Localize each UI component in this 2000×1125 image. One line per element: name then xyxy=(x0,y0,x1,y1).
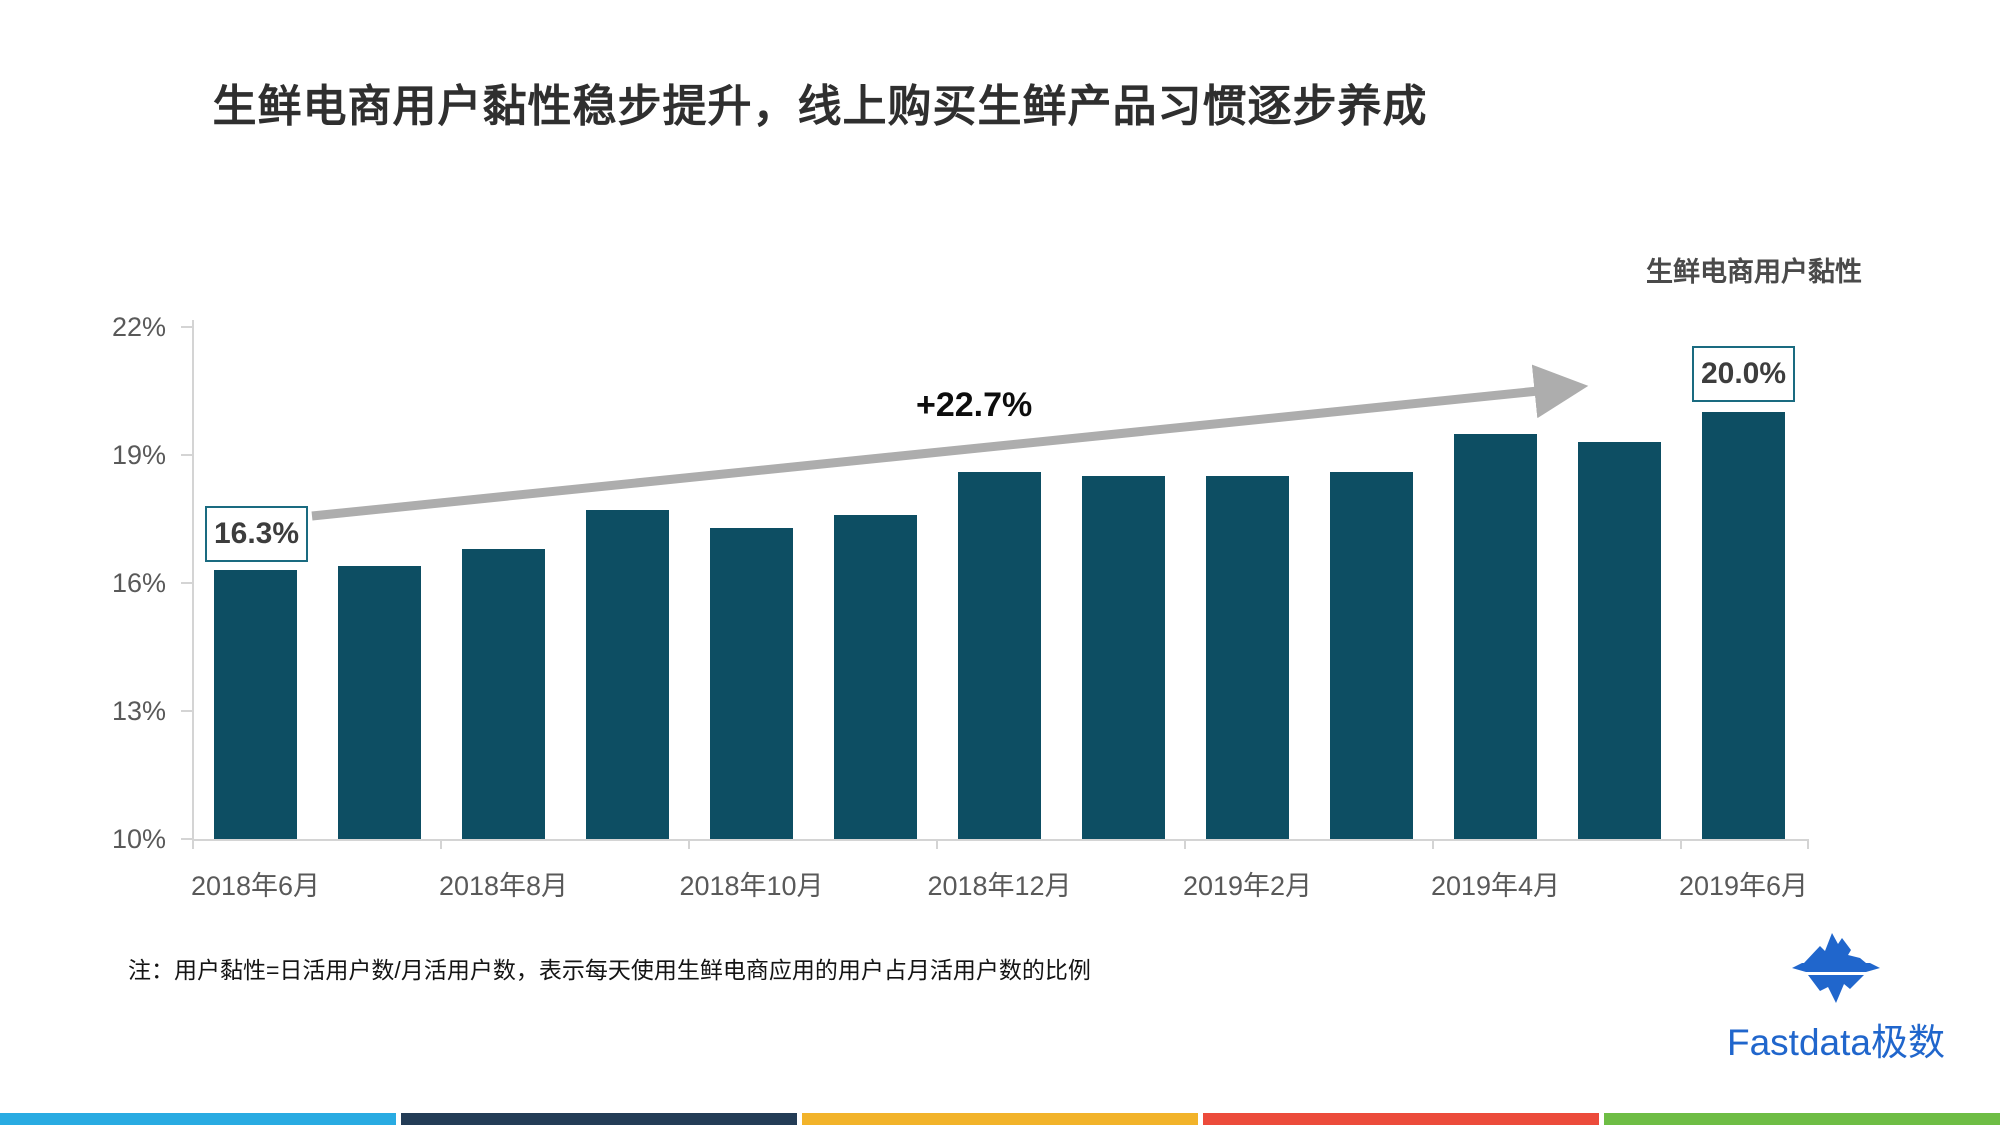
bar-2019年6月 xyxy=(1702,412,1785,839)
bar-2019年1月 xyxy=(1082,476,1165,839)
y-tick-label: 10% xyxy=(111,824,166,854)
x-tick-label: 2019年2月 xyxy=(1182,871,1313,901)
footer-stripe-4 xyxy=(1203,1113,1599,1125)
x-tick-label: 2019年6月 xyxy=(1678,871,1809,901)
y-tick-mark xyxy=(181,326,192,328)
x-tick-label: 2018年12月 xyxy=(927,871,1072,901)
bar-2019年2月 xyxy=(1206,476,1289,839)
bar-2018年12月 xyxy=(958,472,1041,839)
bar-2019年4月 xyxy=(1454,433,1537,839)
x-tick-label: 2018年6月 xyxy=(190,871,321,901)
iceberg-icon xyxy=(1792,933,1880,1003)
x-tick-mark xyxy=(1680,839,1682,849)
y-tick-label: 13% xyxy=(111,696,166,726)
legend-label: 生鲜电商用户黏性 xyxy=(1646,257,1862,287)
footer-stripe-5 xyxy=(1604,1113,2000,1125)
footer-stripe-1 xyxy=(0,1113,396,1125)
x-tick-mark xyxy=(936,839,938,849)
bar-2018年11月 xyxy=(834,514,917,839)
x-tick-mark xyxy=(688,839,690,849)
x-tick-mark xyxy=(1432,839,1434,849)
last-value-callout: 20.0% xyxy=(1692,346,1795,402)
footer-stripe-2 xyxy=(401,1113,797,1125)
bar-2018年9月 xyxy=(586,510,669,839)
x-tick-label: 2019年4月 xyxy=(1430,871,1561,901)
x-axis-line xyxy=(192,839,1807,841)
y-tick-label: 16% xyxy=(111,568,166,598)
bar-2018年8月 xyxy=(462,548,545,839)
x-tick-mark xyxy=(440,839,442,849)
y-tick-mark xyxy=(181,582,192,584)
y-tick-label: 22% xyxy=(111,312,166,342)
bar-2018年10月 xyxy=(710,527,793,839)
x-tick-mark xyxy=(1807,839,1809,849)
bar-2019年5月 xyxy=(1578,442,1661,839)
logo-text: Fastdata极数 xyxy=(1727,1022,1945,1063)
x-tick-mark xyxy=(1184,839,1186,849)
y-tick-label: 19% xyxy=(111,440,166,470)
y-tick-mark xyxy=(181,710,192,712)
footnote: 注：用户黏性=日活用户数/月活用户数，表示每天使用生鲜电商应用的用户占月活用户数… xyxy=(128,957,1091,983)
x-tick-label: 2018年8月 xyxy=(438,871,569,901)
x-tick-mark xyxy=(192,839,194,849)
growth-annotation: +22.7% xyxy=(916,386,1033,424)
bar-2019年3月 xyxy=(1330,472,1413,839)
y-tick-mark xyxy=(181,838,192,840)
footer-stripe-3 xyxy=(802,1113,1198,1125)
y-tick-mark xyxy=(181,454,192,456)
bar-2018年7月 xyxy=(338,565,421,839)
bar-2018年6月 xyxy=(214,570,297,839)
x-tick-label: 2018年10月 xyxy=(679,871,824,901)
first-value-callout: 16.3% xyxy=(205,506,308,562)
footer-color-bar xyxy=(0,1113,2000,1125)
page-title: 生鲜电商用户黏性稳步提升，线上购买生鲜产品习惯逐步养成 xyxy=(212,82,1428,131)
y-axis-line xyxy=(192,320,194,848)
